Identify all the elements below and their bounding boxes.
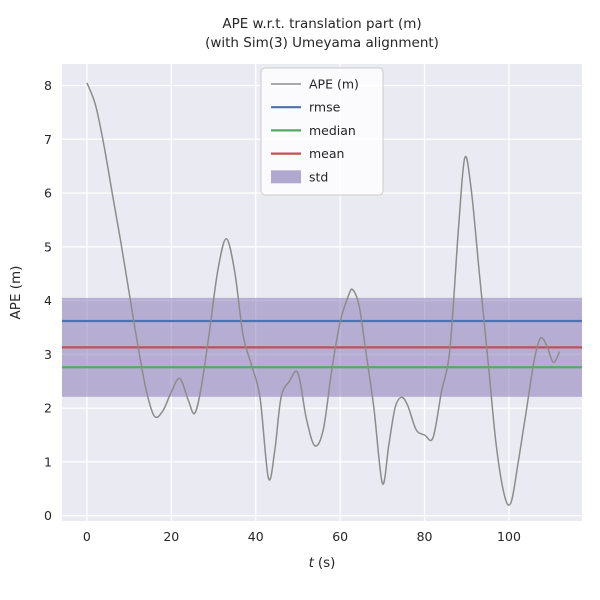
- legend-box: [260, 67, 384, 196]
- y-tick-label: 6: [44, 186, 52, 201]
- y-tick-label: 8: [44, 78, 52, 93]
- x-tick-label: 0: [83, 529, 91, 544]
- y-tick-label: 3: [44, 347, 52, 362]
- y-tick-label: 4: [44, 293, 52, 308]
- ape-line: [86, 82, 561, 506]
- y-axis-label: APE (m): [8, 266, 24, 320]
- x-tick-label: 100: [497, 529, 521, 544]
- legend-label: APE (m): [309, 77, 359, 92]
- x-tick-label: 80: [417, 529, 433, 544]
- legend-label: std: [309, 169, 328, 184]
- legend-label: median: [309, 123, 356, 138]
- y-tick-label: 2: [44, 401, 52, 416]
- x-tick-label: 20: [163, 529, 179, 544]
- legend-swatch-std: [271, 170, 301, 184]
- plot-layer: 0 20 40 60 80 100 0 1 2 3 4 5 6 7 8 APE (m) rmse median me…: [44, 64, 582, 544]
- chart-title-line2: (with Sim(3) Umeyama alignment): [205, 35, 439, 51]
- y-tick-label: 0: [44, 508, 52, 523]
- x-tick-label: 60: [332, 529, 348, 544]
- x-axis-label: t (s): [309, 555, 336, 571]
- y-tick-label: 5: [44, 239, 52, 254]
- legend-label: mean: [309, 146, 344, 161]
- x-tick-label: 40: [248, 529, 264, 544]
- legend-label: rmse: [309, 100, 341, 115]
- chart-title-line1: APE w.r.t. translation part (m): [222, 16, 421, 32]
- y-tick-label: 7: [44, 132, 52, 147]
- legend: APE (m) rmse median mean std: [260, 67, 384, 196]
- y-tick-label: 1: [44, 454, 52, 469]
